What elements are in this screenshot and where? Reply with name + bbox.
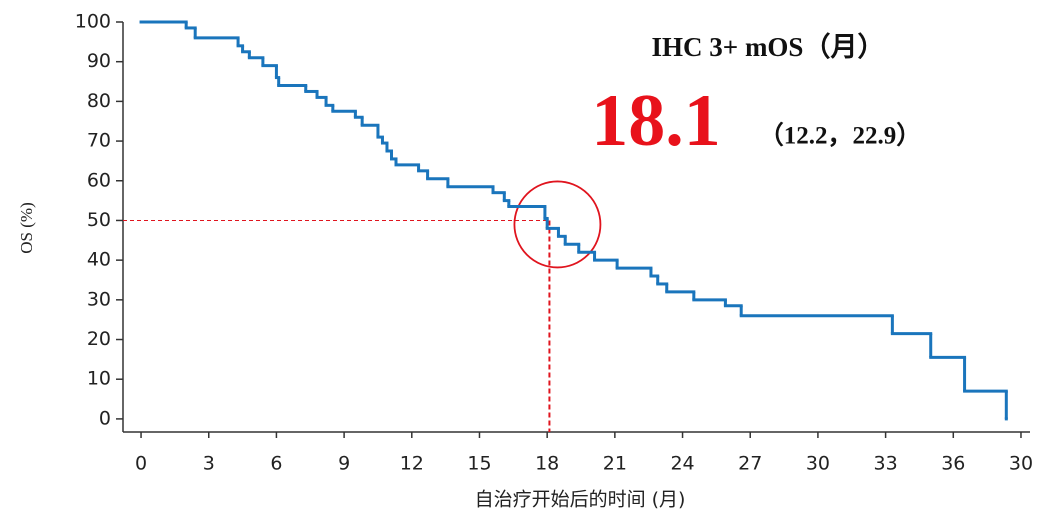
median-value: 18.1 [591,80,721,162]
x-tick-label: 18 [535,453,559,475]
median-circle [513,180,602,269]
chart-title: IHC 3+ mOS（月） [652,32,885,62]
x-tick-label: 12 [400,453,424,475]
x-tick-label: 21 [603,453,627,475]
x-tick-label: 15 [467,453,491,475]
x-tick-label: 6 [270,453,282,475]
x-tick-label: 3 [203,453,215,475]
x-tick-label: 30 [806,453,830,475]
median-ci: （12.2，22.9） [759,121,922,150]
y-axis-title: OS (%) [17,202,36,253]
y-tick-label: 60 [87,169,111,191]
y-tick-label: 90 [87,50,111,72]
y-tick-label: 50 [87,209,111,231]
y-tick-label: 40 [87,249,111,271]
x-tick-label: 9 [338,453,350,475]
y-tick-label: 0 [99,407,111,429]
x-tick-label: 24 [670,453,694,475]
y-tick-label: 70 [87,130,111,152]
x-tick-label: 0 [135,453,147,475]
x-tick-label: 27 [738,453,762,475]
y-tick-label: 20 [87,328,111,350]
x-tick-label: 36 [941,453,965,475]
x-axis-title: 自治疗开始后的时间 (月) [475,489,686,511]
y-tick-label: 100 [75,11,111,33]
y-tick-label: 10 [87,368,111,390]
y-tick-label: 30 [87,288,111,310]
y-tick-label: 80 [87,90,111,112]
x-tick-label: 30 [1009,453,1033,475]
x-tick-label: 33 [874,453,898,475]
